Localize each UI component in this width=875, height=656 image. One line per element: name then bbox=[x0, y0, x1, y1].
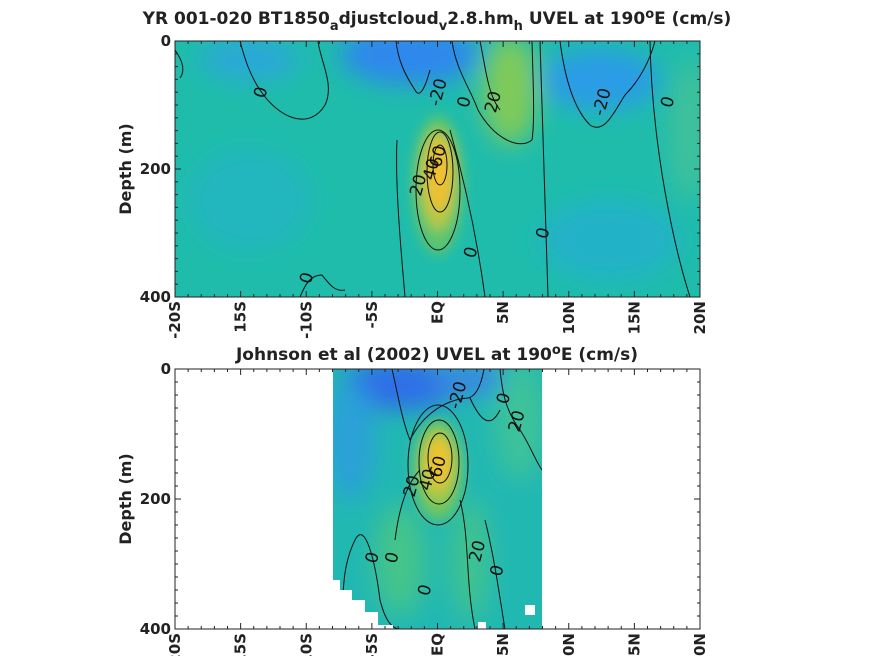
x-tick-label: 10N bbox=[560, 301, 578, 334]
x-tick-label: 15N bbox=[625, 633, 643, 656]
x-tick-label: EQ bbox=[429, 301, 447, 324]
heatmap-top bbox=[175, 41, 700, 297]
y-tick-label: 400 bbox=[140, 288, 171, 306]
x-ticks-top: -20S 15S -10S -5S EQ 5N 10N 15N 20N bbox=[166, 41, 709, 339]
x-tick-label: 5N bbox=[494, 301, 512, 324]
panel-top: YR 001-020 BT1850adjustcloudv2.8.hmh UVE… bbox=[116, 7, 731, 339]
panel-top-ylabel: Depth (m) bbox=[116, 123, 135, 215]
contour-label: 0 bbox=[486, 563, 508, 579]
heatmap-bottom bbox=[333, 369, 542, 629]
contour-label: 0 bbox=[296, 270, 318, 286]
contour-label: 0 bbox=[414, 582, 436, 598]
title-top-part1: YR 001-020 BT1850 bbox=[142, 9, 330, 29]
panel-top-title: YR 001-020 BT1850adjustcloudv2.8.hmh UVE… bbox=[142, 7, 732, 34]
x-tick-label: 10N bbox=[560, 633, 578, 656]
contour-label: 0 bbox=[250, 85, 272, 101]
x-tick-label: 20N bbox=[691, 633, 709, 656]
panel-bottom-title: Johnson et al (2002) UVEL at 190oE (cm/s… bbox=[235, 343, 638, 365]
x-tick-label: EQ bbox=[429, 633, 447, 656]
x-tick-label: -10S bbox=[297, 633, 315, 656]
contour-label: 0 bbox=[493, 391, 515, 407]
x-tick-label: 15S bbox=[232, 301, 250, 333]
x-tick-label: 20N bbox=[691, 301, 709, 334]
x-tick-label: -20S bbox=[166, 301, 184, 339]
panel-bottom-ylabel: Depth (m) bbox=[116, 453, 135, 545]
contour-label: 0 bbox=[657, 94, 679, 110]
x-tick-label: -10S bbox=[297, 301, 315, 339]
contour-label: 0 bbox=[362, 550, 384, 566]
x-tick-label: 5N bbox=[494, 633, 512, 656]
contour-label: 0 bbox=[454, 94, 476, 110]
y-ticks-bottom: 0 200 400 bbox=[140, 360, 700, 638]
x-tick-label: 15S bbox=[232, 633, 250, 656]
y-tick-label: 0 bbox=[161, 32, 171, 50]
panel-bottom: Johnson et al (2002) UVEL at 190oE (cm/s… bbox=[116, 343, 709, 656]
x-tick-label: -20S bbox=[166, 633, 184, 656]
y-tick-label: 200 bbox=[140, 490, 171, 508]
contour-label: 0 bbox=[381, 550, 403, 566]
contour-label: 0 bbox=[460, 245, 482, 261]
y-tick-label: 400 bbox=[140, 620, 171, 638]
y-tick-label: 200 bbox=[140, 160, 171, 178]
x-tick-label: -5S bbox=[363, 633, 381, 656]
y-ticks-top: 0 200 400 bbox=[140, 32, 700, 306]
contour-label: 0 bbox=[532, 225, 554, 241]
x-ticks-bottom: -20S 15S -10S -5S EQ 5N 10N 15N 20N bbox=[166, 369, 709, 656]
y-tick-label: 0 bbox=[161, 360, 171, 378]
x-tick-label: 15N bbox=[625, 301, 643, 334]
x-tick-label: -5S bbox=[363, 301, 381, 328]
